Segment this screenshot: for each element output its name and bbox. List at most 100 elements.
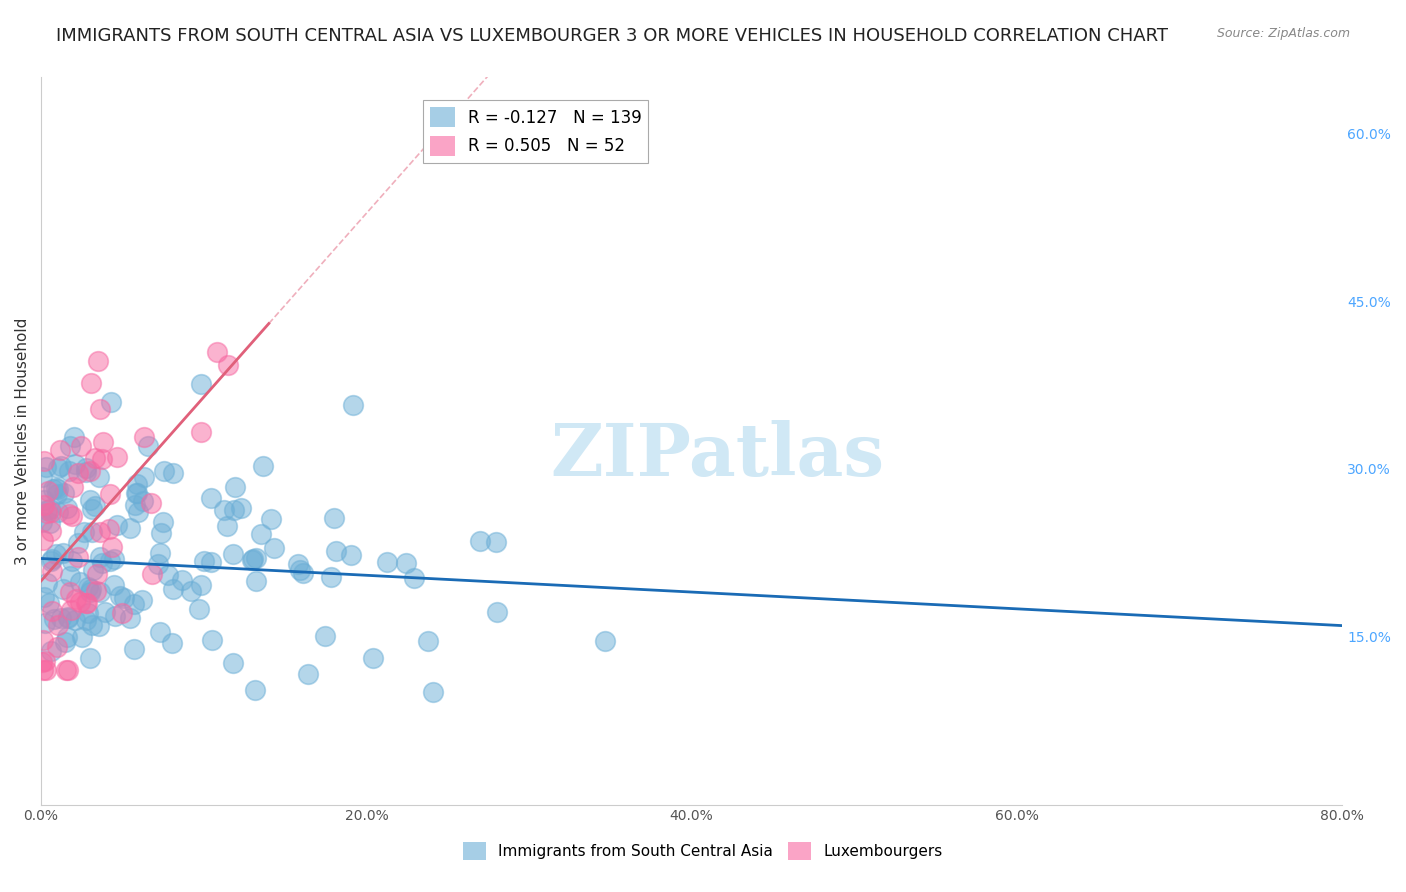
Immigrants from South Central Asia <box>240 553 263 567</box>
Luxembourgers <box>66 466 89 480</box>
Immigrants from South Central Asia <box>153 464 176 478</box>
Immigrants from South Central Asia <box>91 556 114 570</box>
Immigrants from South Central Asia <box>127 505 149 519</box>
Immigrants from South Central Asia <box>291 566 314 580</box>
Luxembourgers <box>62 480 84 494</box>
Immigrants from South Central Asia <box>41 551 63 566</box>
Immigrants from South Central Asia <box>263 541 285 556</box>
Luxembourgers <box>76 596 98 610</box>
Immigrants from South Central Asia <box>190 376 212 391</box>
Immigrants from South Central Asia <box>252 458 274 473</box>
Immigrants from South Central Asia <box>56 630 79 644</box>
Immigrants from South Central Asia <box>82 563 104 577</box>
Immigrants from South Central Asia <box>34 493 56 508</box>
Immigrants from South Central Asia <box>245 574 267 588</box>
Immigrants from South Central Asia <box>323 510 346 524</box>
Luxembourgers <box>84 583 107 598</box>
Immigrants from South Central Asia <box>361 651 384 665</box>
Immigrants from South Central Asia <box>112 591 135 605</box>
Luxembourgers <box>141 566 163 581</box>
Immigrants from South Central Asia <box>98 554 121 568</box>
Immigrants from South Central Asia <box>250 527 273 541</box>
Luxembourgers <box>141 496 163 510</box>
Immigrants from South Central Asia <box>484 535 506 549</box>
Immigrants from South Central Asia <box>63 613 86 627</box>
Immigrants from South Central Asia <box>75 613 97 627</box>
Immigrants from South Central Asia <box>131 593 153 607</box>
Immigrants from South Central Asia <box>127 485 149 500</box>
Luxembourgers <box>32 498 55 512</box>
Luxembourgers <box>91 434 114 449</box>
Immigrants from South Central Asia <box>222 657 245 671</box>
Legend: Immigrants from South Central Asia, Luxembourgers: Immigrants from South Central Asia, Luxe… <box>457 836 949 866</box>
Immigrants from South Central Asia <box>46 483 69 497</box>
Immigrants from South Central Asia <box>42 482 65 496</box>
Immigrants from South Central Asia <box>180 583 202 598</box>
Immigrants from South Central Asia <box>31 470 53 484</box>
Immigrants from South Central Asia <box>136 439 159 453</box>
Immigrants from South Central Asia <box>132 494 155 508</box>
Immigrants from South Central Asia <box>37 576 59 591</box>
Luxembourgers <box>46 640 69 654</box>
Luxembourgers <box>91 451 114 466</box>
Immigrants from South Central Asia <box>89 549 111 564</box>
Immigrants from South Central Asia <box>162 466 184 480</box>
Immigrants from South Central Asia <box>122 597 145 611</box>
Luxembourgers <box>111 606 134 620</box>
Luxembourgers <box>89 402 111 417</box>
Immigrants from South Central Asia <box>146 558 169 572</box>
Immigrants from South Central Asia <box>32 591 55 605</box>
Luxembourgers <box>32 454 55 468</box>
Immigrants from South Central Asia <box>242 552 264 566</box>
Immigrants from South Central Asia <box>214 503 236 517</box>
Immigrants from South Central Asia <box>82 502 104 516</box>
Immigrants from South Central Asia <box>122 641 145 656</box>
Immigrants from South Central Asia <box>321 570 343 584</box>
Immigrants from South Central Asia <box>46 461 69 475</box>
Immigrants from South Central Asia <box>59 438 82 452</box>
Immigrants from South Central Asia <box>105 518 128 533</box>
Luxembourgers <box>39 505 62 519</box>
Immigrants from South Central Asia <box>162 582 184 596</box>
Immigrants from South Central Asia <box>59 569 82 583</box>
Immigrants from South Central Asia <box>157 567 180 582</box>
Luxembourgers <box>31 655 53 669</box>
Immigrants from South Central Asia <box>149 526 172 541</box>
Luxembourgers <box>190 425 212 440</box>
Luxembourgers <box>86 566 108 581</box>
Immigrants from South Central Asia <box>217 519 239 533</box>
Immigrants from South Central Asia <box>287 557 309 571</box>
Immigrants from South Central Asia <box>45 481 67 495</box>
Immigrants from South Central Asia <box>260 512 283 526</box>
Immigrants from South Central Asia <box>118 610 141 624</box>
Luxembourgers <box>70 439 93 453</box>
Immigrants from South Central Asia <box>231 500 253 515</box>
Immigrants from South Central Asia <box>55 635 77 649</box>
Immigrants from South Central Asia <box>125 476 148 491</box>
Immigrants from South Central Asia <box>83 499 105 513</box>
Luxembourgers <box>87 354 110 368</box>
Immigrants from South Central Asia <box>314 629 336 643</box>
Y-axis label: 3 or more Vehicles in Household: 3 or more Vehicles in Household <box>15 318 30 565</box>
Immigrants from South Central Asia <box>75 461 97 475</box>
Immigrants from South Central Asia <box>132 470 155 484</box>
Immigrants from South Central Asia <box>52 546 75 560</box>
Immigrants from South Central Asia <box>87 469 110 483</box>
Luxembourgers <box>132 429 155 443</box>
Luxembourgers <box>89 524 111 539</box>
Immigrants from South Central Asia <box>80 582 103 596</box>
Immigrants from South Central Asia <box>34 616 56 631</box>
Immigrants from South Central Asia <box>118 521 141 535</box>
Immigrants from South Central Asia <box>342 398 364 412</box>
Luxembourgers <box>79 464 101 478</box>
Immigrants from South Central Asia <box>103 552 125 566</box>
Luxembourgers <box>105 450 128 464</box>
Luxembourgers <box>31 533 53 547</box>
Luxembourgers <box>80 376 103 390</box>
Immigrants from South Central Asia <box>31 515 53 529</box>
Text: ZIPatlas: ZIPatlas <box>551 420 884 491</box>
Luxembourgers <box>32 632 55 647</box>
Immigrants from South Central Asia <box>77 580 100 594</box>
Immigrants from South Central Asia <box>149 546 172 560</box>
Luxembourgers <box>35 664 58 678</box>
